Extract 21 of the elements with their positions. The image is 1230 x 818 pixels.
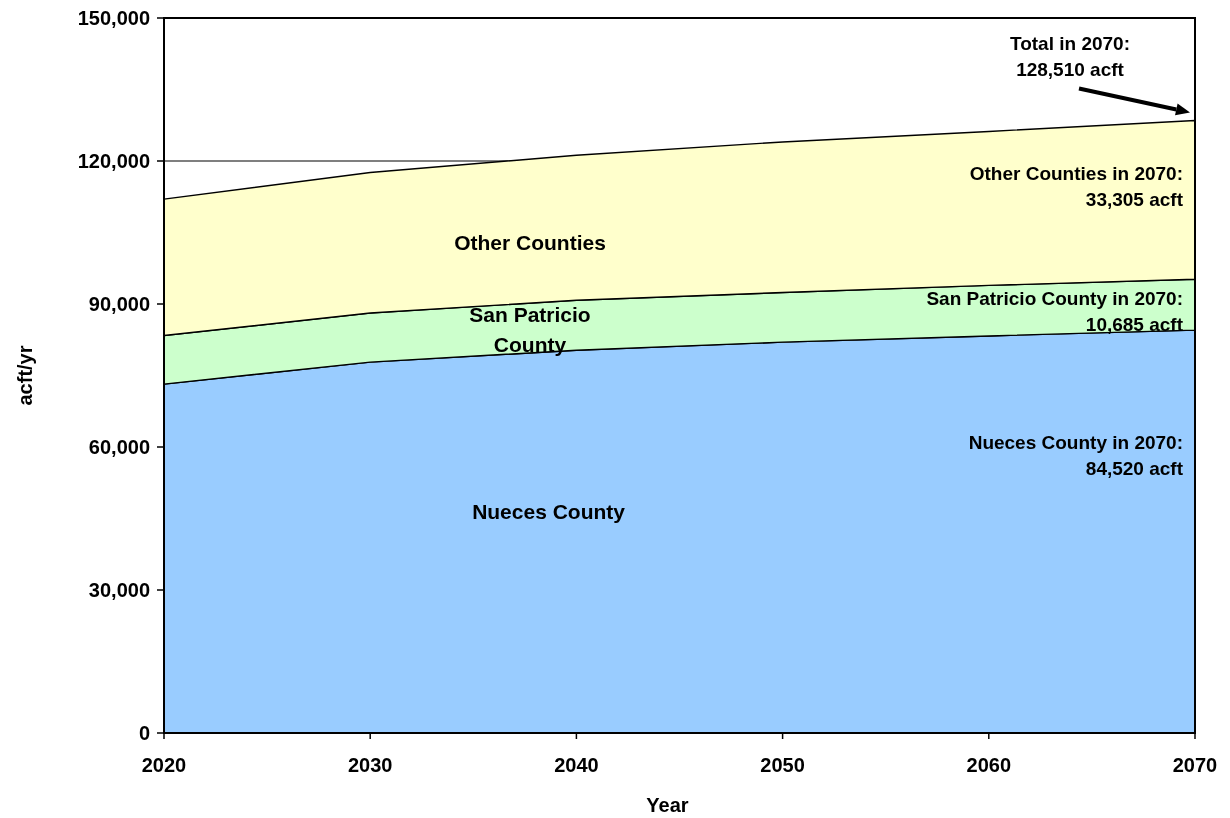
series-label: San Patricio County bbox=[469, 303, 591, 357]
annotation: Other Counties in 2070: 33,305 acft bbox=[969, 163, 1184, 210]
x-tick-label: 2030 bbox=[347, 754, 393, 776]
y-tick-label: 120,000 bbox=[77, 150, 150, 172]
annotation: Total in 2070: 128,510 acft bbox=[1009, 33, 1131, 80]
y-tick-label: 60,000 bbox=[88, 436, 150, 458]
y-tick-label: 90,000 bbox=[88, 293, 150, 315]
x-tick-label: 2050 bbox=[760, 754, 805, 776]
annotation: San Patricio County in 2070: 10,685 acft bbox=[926, 288, 1184, 335]
x-tick-label: 2070 bbox=[1172, 754, 1218, 776]
y-tick-label: 30,000 bbox=[88, 579, 150, 601]
annotation: Nueces County in 2070: 84,520 acft bbox=[968, 432, 1184, 479]
y-tick-label: 0 bbox=[138, 722, 150, 744]
x-tick-label: 2020 bbox=[141, 754, 187, 776]
x-tick-label: 2040 bbox=[554, 754, 599, 776]
y-tick-label: 150,000 bbox=[77, 7, 150, 29]
x-tick-label: 2060 bbox=[966, 754, 1012, 776]
y-axis-title: acft/yr bbox=[14, 345, 36, 406]
series-label: Nueces County bbox=[472, 499, 626, 523]
x-axis-title: Year bbox=[646, 794, 689, 816]
series-label: Other Counties bbox=[454, 230, 606, 254]
